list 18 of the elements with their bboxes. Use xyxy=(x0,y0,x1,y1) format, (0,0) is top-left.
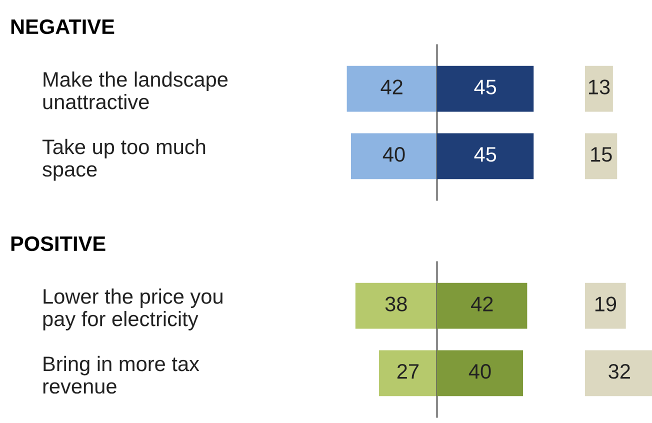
data-label: 45 xyxy=(474,147,496,162)
y-tick-label: Bring in more tax revenue xyxy=(43,356,200,394)
text: NEGATIVE xyxy=(11,19,114,34)
y-tick-label: Make the landscape unattractive xyxy=(43,72,228,110)
data-label: 40 xyxy=(468,364,491,379)
data-label: 38 xyxy=(385,296,407,312)
y-tick-label: Lower the price you pay for electricity xyxy=(43,288,222,330)
data-label: 13 xyxy=(588,80,610,94)
y-tick-label: Take up too much space xyxy=(42,138,206,181)
data-label: 42 xyxy=(471,296,493,312)
data-label: 15 xyxy=(591,147,612,162)
data-label: 19 xyxy=(595,296,616,312)
data-label: 45 xyxy=(474,80,496,94)
data-label: 42 xyxy=(380,80,402,94)
text: POSITIVE xyxy=(11,236,106,252)
data-label: 40 xyxy=(382,147,405,162)
data-label: 27 xyxy=(397,364,419,379)
data-label: 32 xyxy=(608,364,630,379)
